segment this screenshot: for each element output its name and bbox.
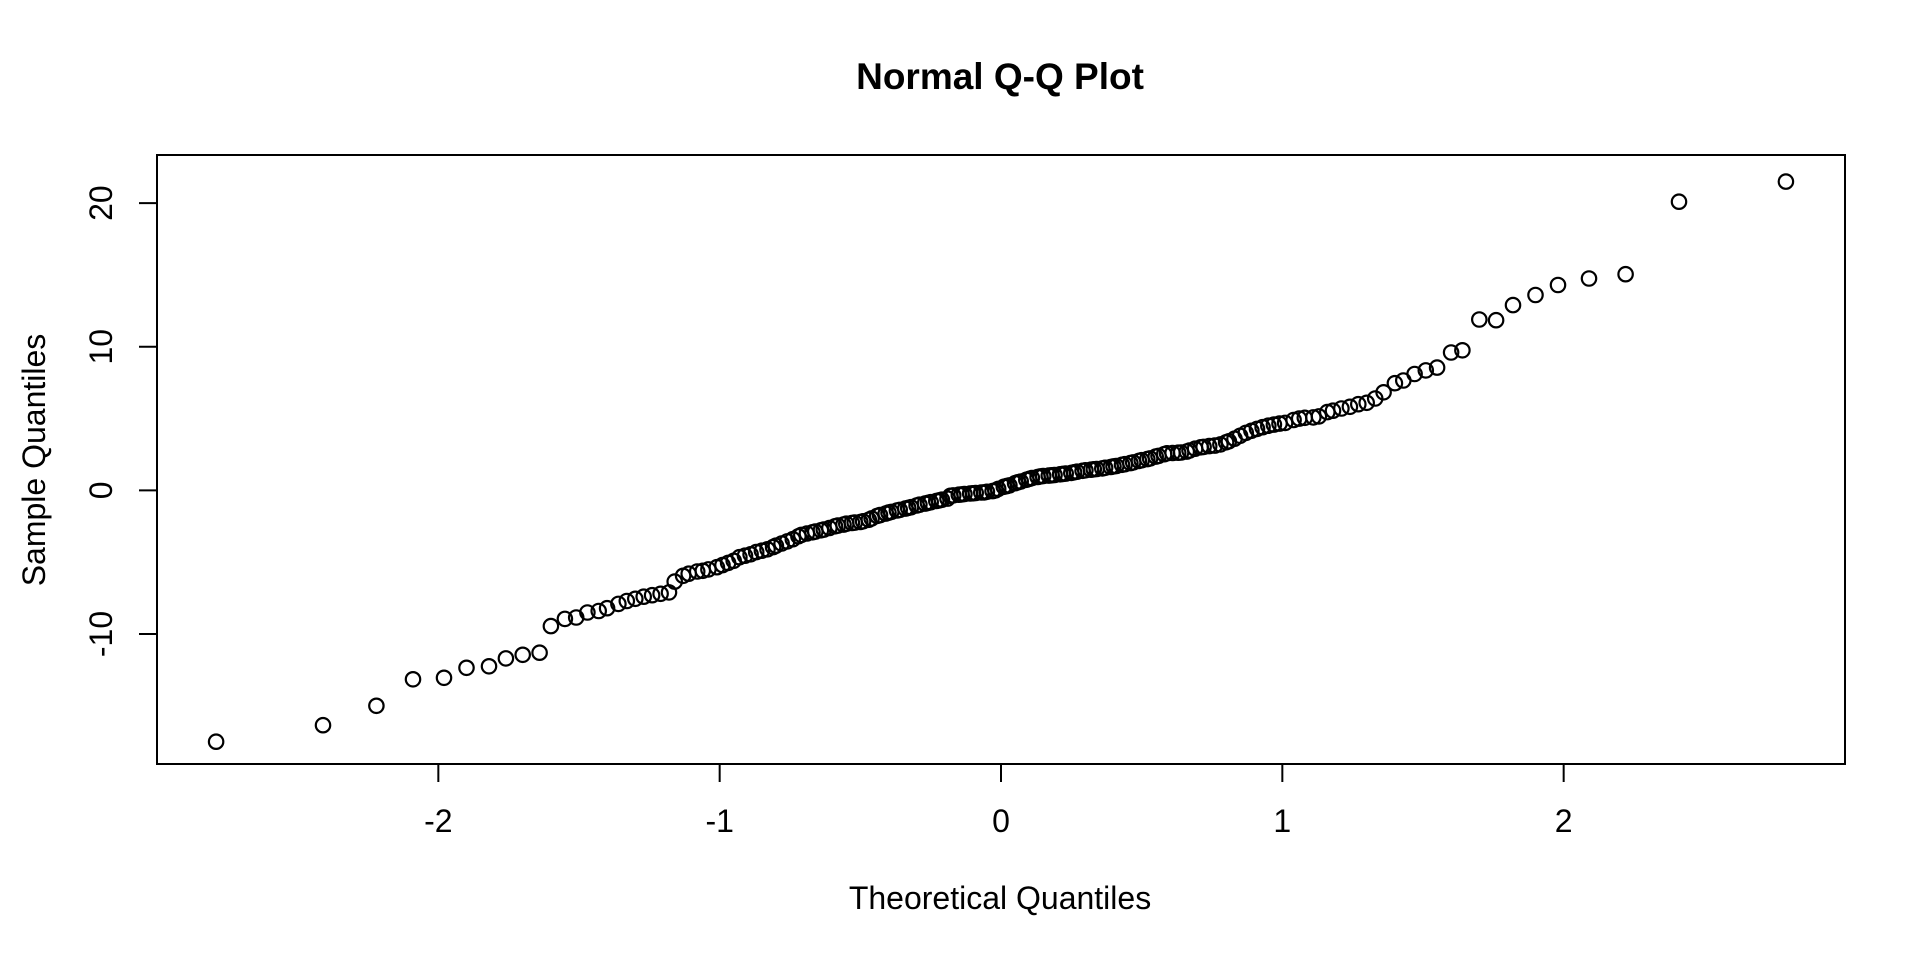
data-point (458, 659, 475, 677)
data-point (1358, 394, 1375, 412)
data-point (666, 573, 683, 590)
x-axis-label: Theoretical Quantiles (849, 880, 1151, 916)
data-point (480, 657, 498, 675)
data-point (1670, 193, 1688, 210)
data-point (590, 602, 607, 620)
data-point (497, 650, 515, 667)
data-point (1023, 469, 1041, 487)
y-tick-label: 20 (83, 185, 119, 221)
data-point (1549, 276, 1567, 294)
data-point (1406, 365, 1423, 383)
y-tick-label: 10 (83, 329, 119, 365)
data-point (1265, 416, 1283, 433)
data-point (1417, 362, 1435, 379)
data-point (1375, 383, 1392, 401)
data-point (626, 590, 644, 608)
x-axis-ticks: -2 -1 0 1 2 (424, 764, 1573, 839)
y-axis-ticks: -10 0 10 20 (83, 185, 157, 657)
data-point (314, 716, 332, 734)
y-tick-label: 0 (83, 481, 119, 499)
data-point (1195, 438, 1212, 456)
data-point (1350, 395, 1367, 413)
data-point (531, 644, 548, 661)
data-point (1527, 286, 1544, 304)
data-point (688, 563, 706, 580)
data-point (978, 483, 996, 501)
data-point (652, 585, 669, 603)
data-point (207, 733, 225, 750)
data-point (944, 487, 962, 504)
data-point (514, 646, 531, 664)
data-points (207, 173, 1795, 750)
x-tick-label: -2 (424, 803, 452, 839)
data-point (956, 485, 973, 503)
data-point (1096, 459, 1114, 477)
data-point (1580, 270, 1598, 287)
x-tick-label: -1 (705, 803, 733, 839)
data-point (368, 697, 385, 715)
data-point (643, 586, 661, 604)
x-tick-label: 2 (1555, 803, 1573, 839)
y-tick-label: -10 (83, 611, 119, 657)
chart-title: Normal Q-Q Plot (856, 56, 1144, 97)
data-point (1428, 359, 1446, 376)
data-point (1471, 311, 1488, 328)
data-point (1454, 341, 1471, 359)
data-point (635, 588, 652, 605)
data-point (1386, 374, 1404, 392)
data-point (1487, 311, 1505, 329)
data-point (1504, 296, 1522, 314)
data-point (1341, 398, 1359, 416)
data-point (1305, 409, 1322, 426)
data-point (967, 484, 984, 502)
data-point (1077, 461, 1094, 479)
data-point (542, 617, 560, 635)
data-point (579, 604, 596, 621)
data-point (618, 592, 636, 610)
data-point (556, 610, 574, 628)
data-point (1057, 465, 1074, 482)
y-axis-label: Sample Quantiles (16, 334, 52, 587)
x-tick-label: 1 (1273, 803, 1291, 839)
data-point (1333, 400, 1350, 417)
data-point (598, 599, 616, 617)
data-point (1034, 467, 1052, 485)
data-point (610, 595, 627, 613)
data-point (1324, 402, 1342, 419)
data-point (1046, 466, 1063, 484)
data-point (1310, 408, 1328, 425)
data-point (1200, 437, 1218, 455)
data-point (404, 670, 422, 688)
x-tick-label: 0 (992, 803, 1010, 839)
data-point (1777, 173, 1795, 190)
data-point (1617, 265, 1634, 283)
data-point (1442, 344, 1460, 361)
data-point (435, 669, 453, 687)
